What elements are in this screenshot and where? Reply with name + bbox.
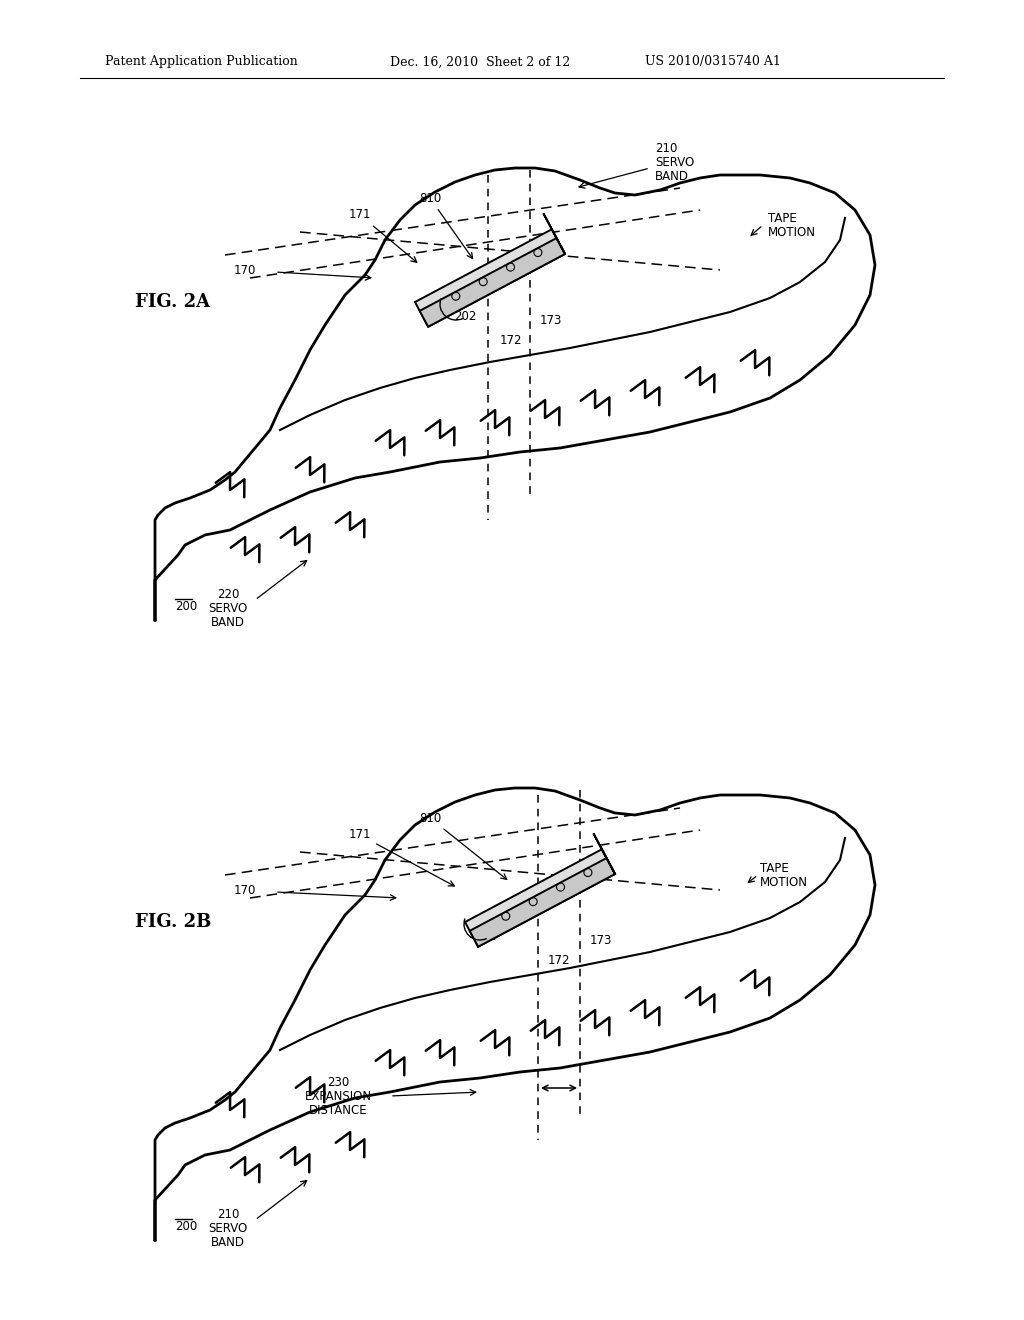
Text: Dec. 16, 2010  Sheet 2 of 12: Dec. 16, 2010 Sheet 2 of 12 [390,55,570,69]
Text: BAND: BAND [655,169,689,182]
Polygon shape [544,214,565,253]
Text: TAPE: TAPE [760,862,788,874]
Text: DISTANCE: DISTANCE [308,1104,368,1117]
Text: 200: 200 [175,1221,198,1233]
Text: SERVO: SERVO [208,602,248,615]
Text: 810: 810 [419,191,473,259]
Text: FIG. 2B: FIG. 2B [135,913,211,931]
Text: 810: 810 [419,812,507,879]
Polygon shape [465,849,615,946]
Text: 170: 170 [233,264,256,276]
Text: 220: 220 [217,589,240,602]
Text: EXPANSION: EXPANSION [304,1089,372,1102]
Text: 171: 171 [349,829,455,886]
Text: θ: θ [485,911,495,925]
Text: 173: 173 [590,933,612,946]
Text: SERVO: SERVO [655,156,694,169]
Text: 172: 172 [548,953,570,966]
Text: 172: 172 [500,334,522,346]
Text: 230: 230 [327,1076,349,1089]
Text: 202: 202 [454,309,476,322]
Text: TAPE: TAPE [768,211,797,224]
Text: 202: 202 [474,929,497,942]
Text: BAND: BAND [211,1237,245,1250]
Text: 171: 171 [349,209,417,263]
Text: Patent Application Publication: Patent Application Publication [105,55,298,69]
Polygon shape [470,858,615,946]
Text: MOTION: MOTION [768,226,816,239]
Text: US 2010/0315740 A1: US 2010/0315740 A1 [645,55,781,69]
Polygon shape [415,230,565,327]
Text: SERVO: SERVO [208,1222,248,1236]
Text: 210: 210 [655,141,677,154]
Text: 200: 200 [175,601,198,614]
Text: 170: 170 [233,883,256,896]
Polygon shape [420,238,565,327]
Text: θ: θ [466,290,474,305]
Text: FIG. 2A: FIG. 2A [135,293,210,312]
Text: 173: 173 [540,314,562,326]
Text: BAND: BAND [211,616,245,630]
Text: 210: 210 [217,1209,240,1221]
Text: MOTION: MOTION [760,875,808,888]
Polygon shape [593,833,615,874]
